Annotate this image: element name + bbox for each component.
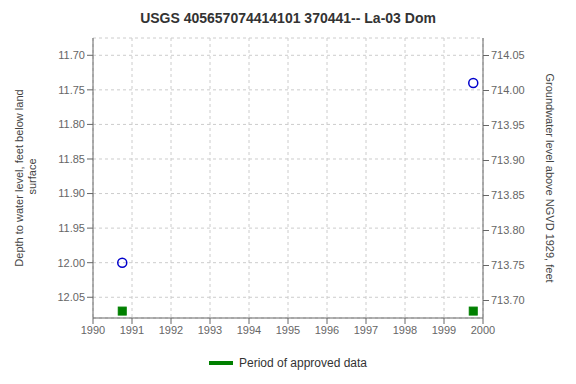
svg-text:12.05: 12.05 <box>57 291 85 303</box>
html-text:USGS 405657074414101 370441--: USGS 405657074414101 370441-- La-03 Dom <box>140 10 436 26</box>
svg-text:1996: 1996 <box>315 324 339 336</box>
svg-text:11.95: 11.95 <box>58 222 85 234</box>
svg-text:1994: 1994 <box>237 324 261 336</box>
svg-text:714.05: 714.05 <box>491 49 525 61</box>
svg-text:713.90: 713.90 <box>491 154 525 166</box>
svg-text:1991: 1991 <box>120 324 144 336</box>
svg-text:1990: 1990 <box>81 324 105 336</box>
svg-text:11.70: 11.70 <box>58 49 85 61</box>
svg-text:1993: 1993 <box>198 324 222 336</box>
svg-text:713.70: 713.70 <box>491 294 525 306</box>
svg-text:12.00: 12.00 <box>57 257 85 269</box>
svg-text:11.85: 11.85 <box>58 153 85 165</box>
svg-text:Depth to water level, feet bel: Depth to water level, feet below land su… <box>13 89 38 266</box>
svg-text:713.95: 713.95 <box>491 119 525 131</box>
svg-text:1992: 1992 <box>159 324 183 336</box>
svg-text:1998: 1998 <box>393 324 417 336</box>
svg-text:714.00: 714.00 <box>491 84 525 96</box>
svg-text:1997: 1997 <box>354 324 378 336</box>
svg-text:Groundwater level above NGVD 1: Groundwater level above NGVD 1929, feet <box>544 73 556 282</box>
svg-text:713.75: 713.75 <box>491 259 525 271</box>
svg-text:1999: 1999 <box>432 324 456 336</box>
svg-text:11.90: 11.90 <box>58 187 85 199</box>
svg-text:2000: 2000 <box>471 324 495 336</box>
svg-text:11.80: 11.80 <box>58 118 85 130</box>
svg-text:1995: 1995 <box>276 324 300 336</box>
svg-text:11.75: 11.75 <box>58 84 85 96</box>
svg-text:713.80: 713.80 <box>491 224 525 236</box>
html-text:Period of approved data: Period of approved data <box>239 356 367 370</box>
svg-text:713.85: 713.85 <box>491 189 525 201</box>
